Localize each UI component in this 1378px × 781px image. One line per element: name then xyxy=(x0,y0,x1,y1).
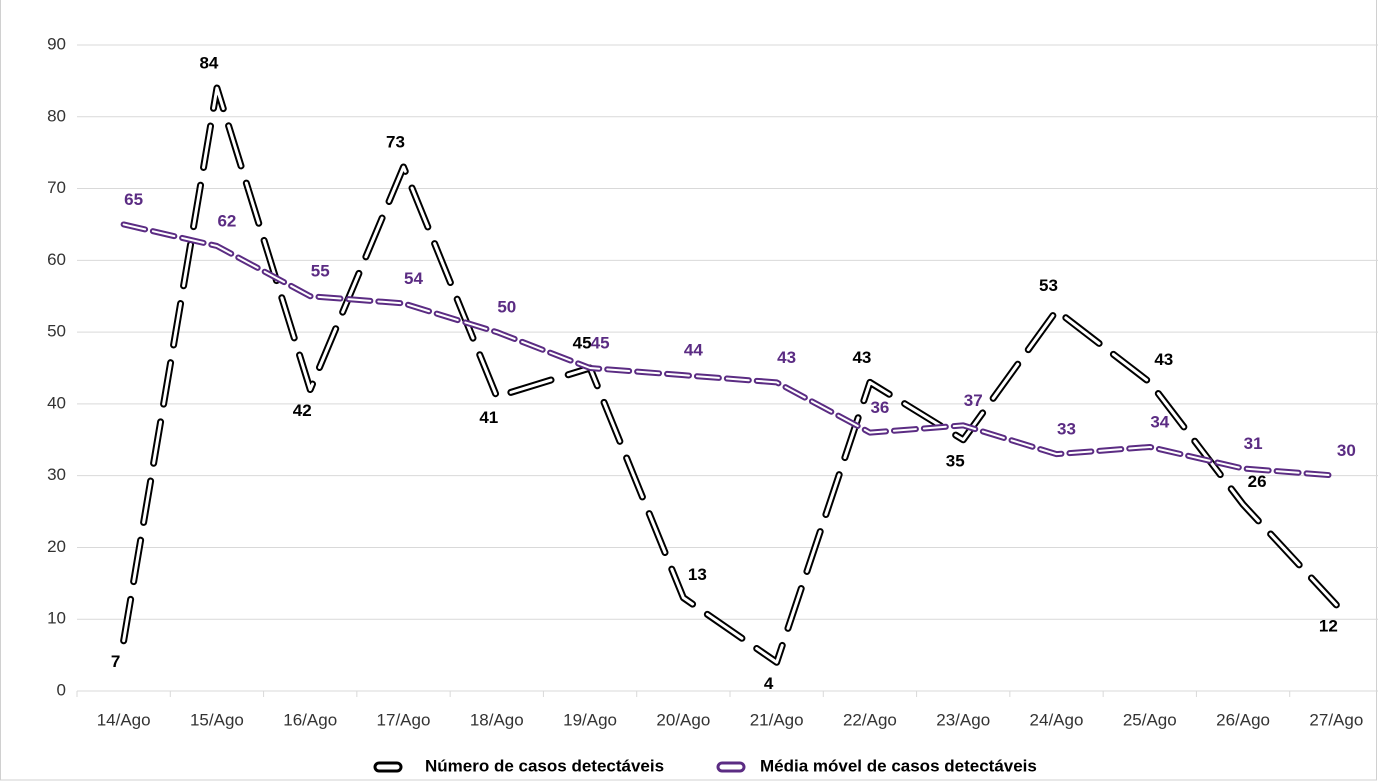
data-label: 12 xyxy=(1319,616,1338,635)
x-tick-label: 27/Ago xyxy=(1309,710,1363,729)
x-tick-label: 22/Ago xyxy=(843,710,897,729)
y-tick-label: 80 xyxy=(47,106,66,125)
data-label: 44 xyxy=(684,341,703,360)
data-label: 73 xyxy=(386,133,405,152)
data-label: 45 xyxy=(573,333,592,352)
data-label: 65 xyxy=(124,190,143,209)
data-label: 43 xyxy=(852,348,871,367)
data-label: 50 xyxy=(497,298,516,317)
x-tick-label: 20/Ago xyxy=(656,710,710,729)
data-label: 33 xyxy=(1057,420,1076,439)
x-tick-label: 14/Ago xyxy=(97,710,151,729)
legend-label: Número de casos detectáveis xyxy=(425,756,664,775)
legend-swatch xyxy=(373,761,403,773)
data-label: 36 xyxy=(870,398,889,417)
data-label: 41 xyxy=(479,408,498,427)
x-tick-label: 25/Ago xyxy=(1123,710,1177,729)
line-inner xyxy=(122,86,1338,664)
x-tick-label: 23/Ago xyxy=(936,710,990,729)
x-tick-label: 24/Ago xyxy=(1030,710,1084,729)
data-label: 30 xyxy=(1337,441,1356,460)
y-tick-label: 90 xyxy=(47,34,66,53)
data-label: 13 xyxy=(688,565,707,584)
data-label: 26 xyxy=(1248,472,1267,491)
y-tick-label: 60 xyxy=(47,250,66,269)
data-label: 4 xyxy=(764,674,774,693)
data-label: 37 xyxy=(964,391,983,410)
x-tick-label: 17/Ago xyxy=(377,710,431,729)
x-tick-label: 18/Ago xyxy=(470,710,524,729)
data-label: 53 xyxy=(1039,276,1058,295)
y-tick-label: 70 xyxy=(47,178,66,197)
data-label: 55 xyxy=(311,262,330,281)
data-label: 34 xyxy=(1150,412,1169,431)
x-tick-label: 21/Ago xyxy=(750,710,804,729)
y-tick-label: 20 xyxy=(47,537,66,556)
data-label: 43 xyxy=(1154,350,1173,369)
data-label: 31 xyxy=(1244,434,1263,453)
legend-label: Média móvel de casos detectáveis xyxy=(760,756,1037,775)
line-inner xyxy=(122,223,1338,477)
y-tick-label: 0 xyxy=(57,680,66,699)
x-tick-label: 19/Ago xyxy=(563,710,617,729)
data-label: 43 xyxy=(777,348,796,367)
y-tick-label: 30 xyxy=(47,465,66,484)
data-label: 45 xyxy=(591,333,610,352)
data-label: 35 xyxy=(946,451,965,470)
data-label: 54 xyxy=(404,269,423,288)
y-tick-label: 40 xyxy=(47,393,66,412)
x-tick-label: 26/Ago xyxy=(1216,710,1270,729)
x-tick-label: 15/Ago xyxy=(190,710,244,729)
data-label: 42 xyxy=(293,401,312,420)
data-label: 7 xyxy=(111,652,120,671)
data-label: 84 xyxy=(199,54,218,73)
y-tick-label: 10 xyxy=(47,609,66,628)
data-label: 62 xyxy=(217,211,236,230)
x-tick-label: 16/Ago xyxy=(283,710,337,729)
legend-swatch xyxy=(716,761,746,773)
y-tick-label: 50 xyxy=(47,322,66,341)
